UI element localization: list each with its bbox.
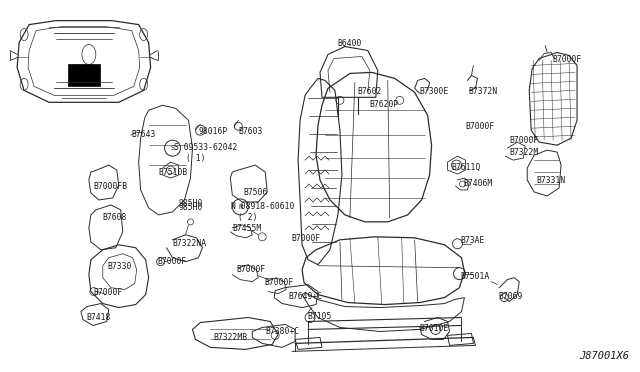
- Text: B7455M: B7455M: [232, 224, 262, 233]
- Text: N 08918-60610: N 08918-60610: [231, 202, 294, 211]
- Text: B7000F: B7000F: [291, 234, 321, 243]
- Text: B7000F: B7000F: [264, 278, 294, 287]
- Text: B7322NA: B7322NA: [173, 239, 207, 248]
- Text: B6400: B6400: [337, 39, 362, 48]
- Text: B73AE: B73AE: [460, 236, 485, 245]
- Text: B7331N: B7331N: [536, 176, 565, 185]
- Text: B7506: B7506: [243, 188, 268, 197]
- Text: B7602: B7602: [358, 87, 382, 96]
- Text: B7000FB: B7000FB: [94, 182, 128, 191]
- Text: B7406M: B7406M: [463, 179, 493, 188]
- Text: ( 1): ( 1): [186, 154, 205, 163]
- Text: B7611Q: B7611Q: [451, 163, 481, 172]
- Text: ( 2): ( 2): [238, 213, 258, 222]
- Text: B7322M: B7322M: [509, 148, 538, 157]
- Text: B7620P: B7620P: [370, 100, 399, 109]
- Text: S: S: [170, 145, 175, 151]
- Text: 985H0: 985H0: [179, 199, 203, 208]
- Text: B7300E: B7300E: [420, 87, 449, 96]
- Text: 98016P: 98016P: [198, 127, 228, 136]
- Text: B7418: B7418: [86, 312, 110, 321]
- Text: B7380+C: B7380+C: [265, 327, 300, 336]
- Text: B7603: B7603: [238, 127, 262, 136]
- Polygon shape: [68, 64, 100, 86]
- Text: B7000F: B7000F: [465, 122, 495, 131]
- Text: B7000F: B7000F: [509, 136, 538, 145]
- Text: B7000F: B7000F: [94, 288, 123, 296]
- Text: B7643: B7643: [132, 130, 156, 139]
- Text: B7010E: B7010E: [420, 324, 449, 333]
- Text: B7000F: B7000F: [157, 257, 187, 266]
- Text: B7510B: B7510B: [159, 168, 188, 177]
- Text: B7322MB: B7322MB: [213, 333, 248, 343]
- Text: 985H0: 985H0: [179, 203, 203, 212]
- Text: B7501A: B7501A: [460, 272, 490, 281]
- Text: B7330: B7330: [108, 262, 132, 271]
- Text: B7069: B7069: [499, 292, 523, 301]
- Text: B7000F: B7000F: [552, 55, 581, 64]
- Text: B7372N: B7372N: [468, 87, 498, 96]
- Text: B7000F: B7000F: [236, 265, 266, 274]
- Text: B7608: B7608: [103, 213, 127, 222]
- Text: J87001X6: J87001X6: [579, 351, 629, 361]
- Text: S 09533-62042: S 09533-62042: [173, 143, 237, 152]
- Text: B7649+C: B7649+C: [288, 292, 323, 301]
- Text: B7105: B7105: [307, 311, 332, 321]
- Text: N: N: [238, 204, 243, 210]
